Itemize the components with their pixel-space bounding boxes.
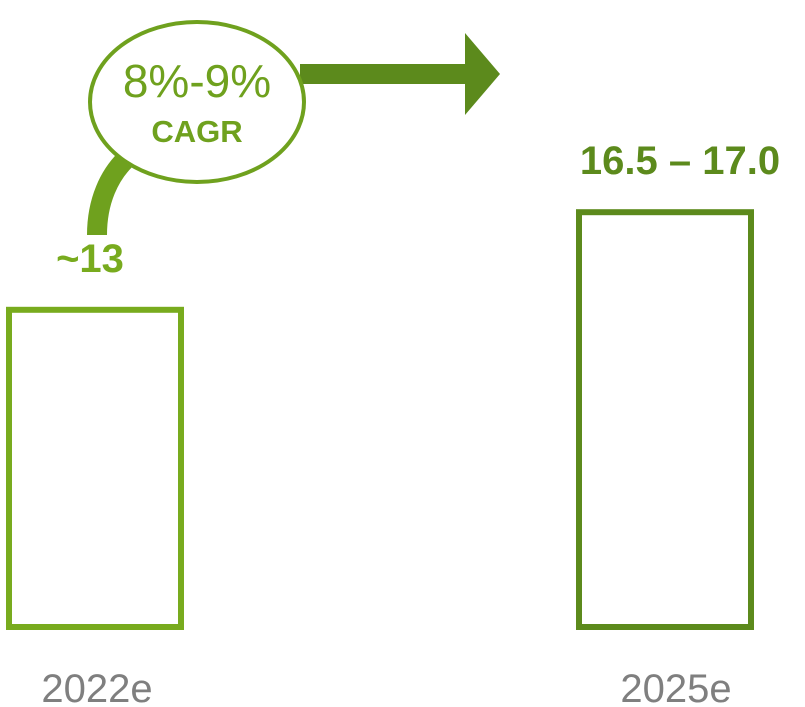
growth-arrow-head-icon	[465, 33, 500, 115]
growth-arrow-curve	[87, 152, 133, 236]
bar-2022e	[6, 306, 184, 630]
bar-2025e	[576, 209, 754, 630]
cagr-bubble	[88, 20, 306, 184]
cagr-unit-label: CAGR	[151, 114, 242, 149]
category-label-2022e: 2022e	[41, 667, 152, 707]
cagr-annotation: 8%-9% CAGR	[87, 20, 500, 236]
growth-arrow-shaft	[300, 64, 472, 84]
data-label-2025e: 16.5 – 17.0	[580, 139, 780, 183]
cagr-rate-label: 8%-9%	[123, 55, 271, 107]
category-label-2025e: 2025e	[620, 667, 731, 707]
data-label-2022e: ~13	[56, 237, 124, 281]
